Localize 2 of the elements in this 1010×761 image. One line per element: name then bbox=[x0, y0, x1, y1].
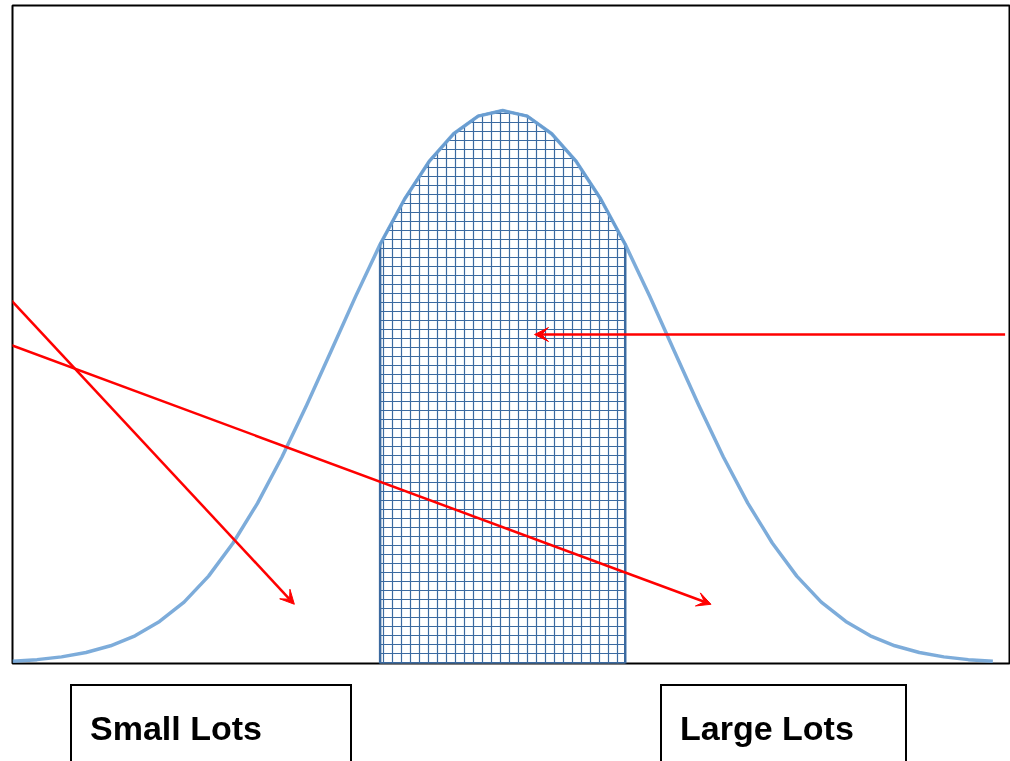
text: Large Lots bbox=[660, 684, 907, 761]
text: Small Lots bbox=[70, 684, 352, 761]
